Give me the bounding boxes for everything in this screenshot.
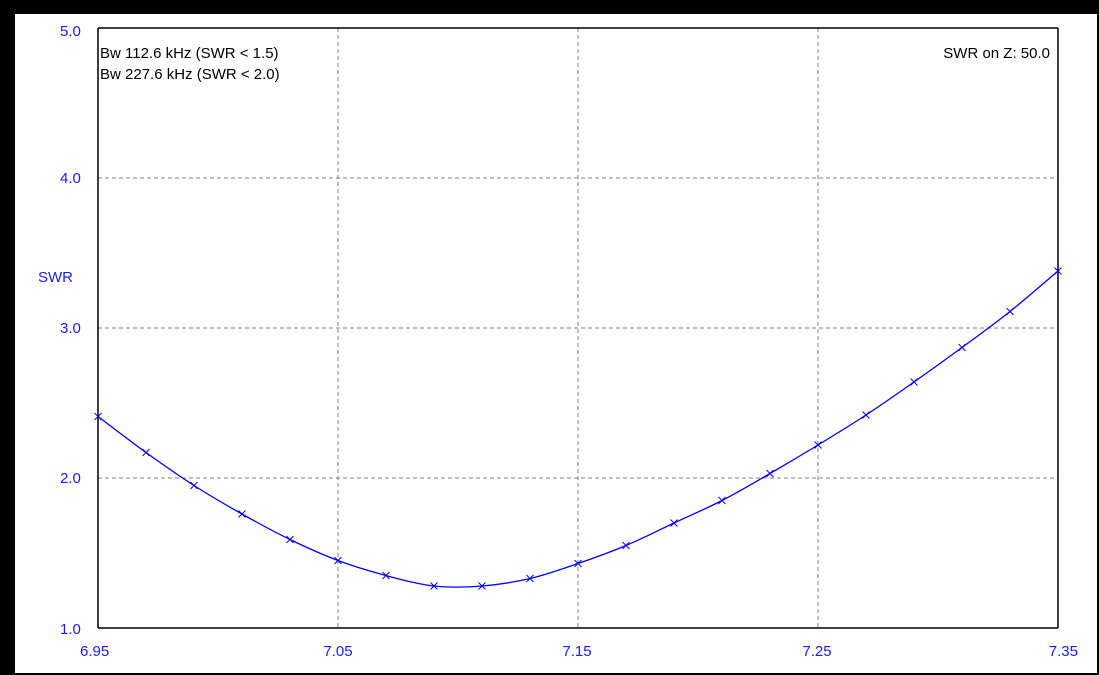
swr-data-point — [670, 519, 678, 527]
x-tick-label: 7.25 — [802, 643, 831, 660]
y-tick-label: 5.0 — [60, 23, 81, 40]
x-tick-label: 7.15 — [562, 643, 591, 660]
swr-data-point — [1054, 267, 1062, 275]
swr-series — [94, 267, 1062, 590]
y-tick-label: 2.0 — [60, 470, 81, 487]
swr-data-point — [766, 469, 774, 478]
swr-data-point — [814, 441, 822, 449]
bandwidth-2-0-label: Bw 227.6 kHz (SWR < 2.0) — [100, 66, 280, 83]
swr-data-point — [94, 412, 102, 421]
grid-lines — [97, 27, 1059, 629]
swr-data-point — [190, 481, 198, 490]
swr-data-point — [526, 574, 534, 583]
x-tick-label: 6.95 — [80, 643, 109, 660]
swr-data-point — [1006, 307, 1014, 316]
x-tick-label: 7.35 — [1049, 643, 1078, 660]
y-tick-label: 1.0 — [60, 621, 81, 638]
swr-data-point — [718, 496, 726, 505]
x-tick-label: 7.05 — [323, 643, 352, 660]
bandwidth-1-5-label: Bw 112.6 kHz (SWR < 1.5) — [100, 45, 279, 62]
swr-data-point — [622, 541, 630, 550]
swr-data-point — [574, 559, 582, 568]
swr-data-point — [142, 448, 150, 457]
swr-reference-impedance-label: SWR on Z: 50.0 — [943, 45, 1050, 62]
swr-data-point — [238, 510, 246, 518]
annotations: Bw 112.6 kHz (SWR < 1.5) Bw 227.6 kHz (S… — [100, 45, 1050, 83]
chart-frame — [15, 14, 1097, 673]
y-axis-label: SWR — [38, 269, 73, 286]
tick-labels: 5.0 4.0 3.0 2.0 1.0 6.95 7.05 7.15 7.25 … — [38, 23, 1078, 660]
y-tick-label: 4.0 — [60, 170, 81, 187]
swr-data-point — [430, 582, 438, 590]
swr-data-point — [910, 378, 918, 386]
swr-data-point — [286, 535, 294, 544]
swr-data-point — [382, 571, 390, 580]
swr-data-point — [862, 411, 870, 419]
swr-data-point — [958, 343, 966, 352]
y-tick-label: 3.0 — [60, 320, 81, 337]
swr-data-point — [478, 582, 486, 590]
swr-data-point — [334, 556, 342, 565]
